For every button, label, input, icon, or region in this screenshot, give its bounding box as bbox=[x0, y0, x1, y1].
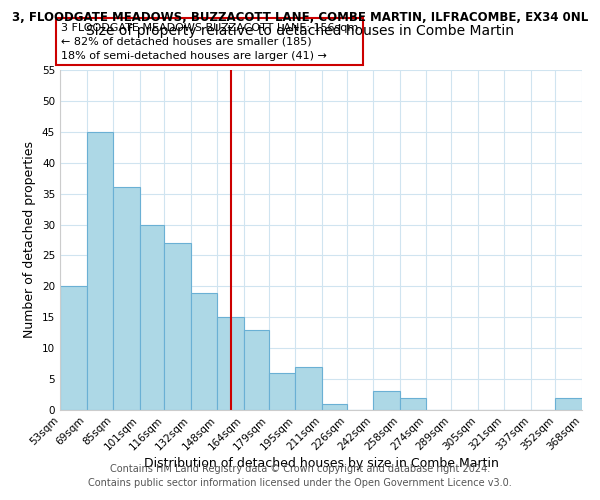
Y-axis label: Number of detached properties: Number of detached properties bbox=[23, 142, 37, 338]
Bar bbox=[269, 373, 295, 410]
Bar bbox=[86, 132, 113, 410]
Text: 3, FLOODGATE MEADOWS, BUZZACOTT LANE, COMBE MARTIN, ILFRACOMBE, EX34 0NL: 3, FLOODGATE MEADOWS, BUZZACOTT LANE, CO… bbox=[12, 11, 588, 24]
Bar bbox=[191, 292, 217, 410]
Bar bbox=[164, 243, 191, 410]
Bar bbox=[556, 398, 582, 410]
Bar bbox=[244, 330, 269, 410]
X-axis label: Distribution of detached houses by size in Combe Martin: Distribution of detached houses by size … bbox=[143, 458, 499, 470]
Bar bbox=[295, 366, 322, 410]
Bar bbox=[373, 392, 400, 410]
Text: Size of property relative to detached houses in Combe Martin: Size of property relative to detached ho… bbox=[86, 24, 514, 38]
Text: 3 FLOODGATE MEADOWS BUZZACOTT LANE: 156sqm
← 82% of detached houses are smaller : 3 FLOODGATE MEADOWS BUZZACOTT LANE: 156s… bbox=[61, 22, 358, 60]
Bar bbox=[322, 404, 347, 410]
Bar bbox=[60, 286, 86, 410]
Bar bbox=[113, 188, 140, 410]
Text: Contains HM Land Registry data © Crown copyright and database right 2024.
Contai: Contains HM Land Registry data © Crown c… bbox=[88, 464, 512, 487]
Bar bbox=[400, 398, 426, 410]
Bar bbox=[140, 224, 164, 410]
Bar bbox=[217, 318, 244, 410]
